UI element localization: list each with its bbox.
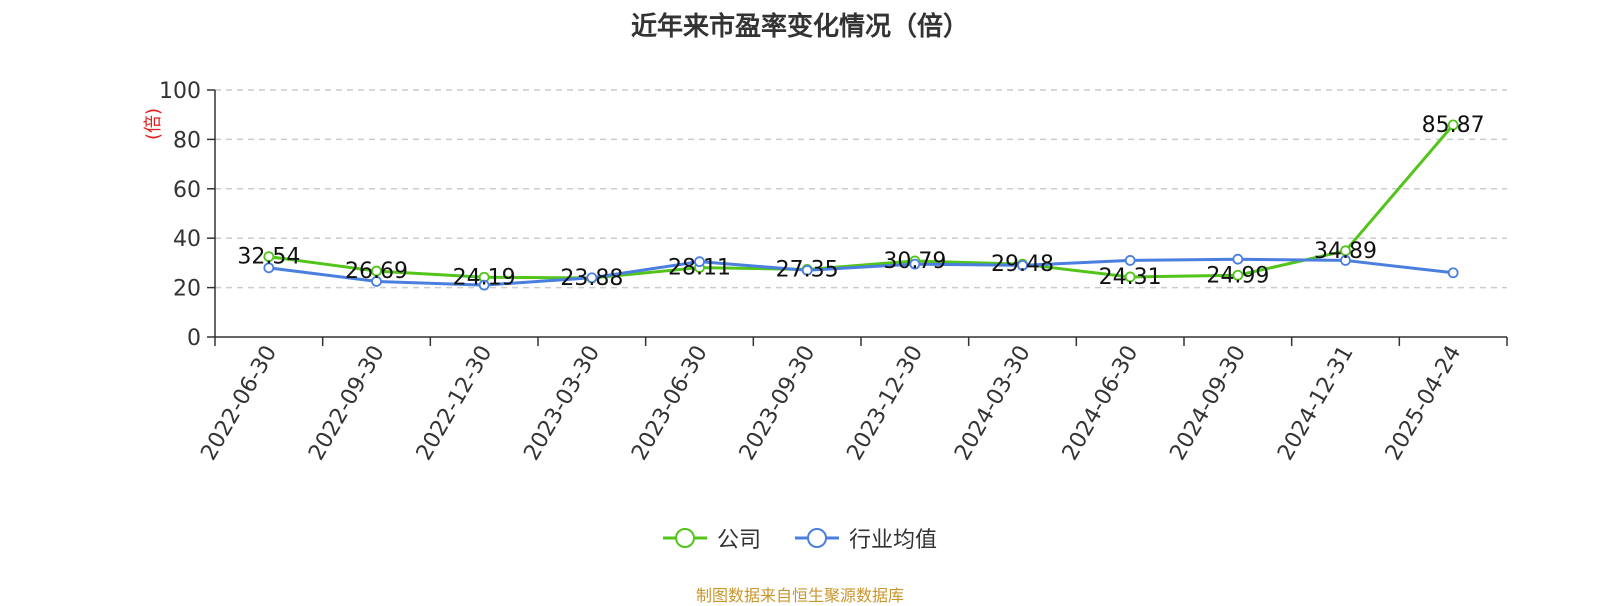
x-tick-label: 2025-04-24: [1381, 342, 1467, 465]
data-point-series-0[interactable]: [1447, 119, 1459, 131]
data-label: 29.48: [991, 252, 1054, 277]
data-label: 85.87: [1422, 113, 1485, 138]
data-point-series-1[interactable]: [909, 258, 921, 270]
data-point-series-0[interactable]: [263, 251, 275, 263]
data-point-series-0[interactable]: [1232, 269, 1244, 281]
data-point-series-1[interactable]: [478, 279, 490, 291]
y-tick-label: 100: [159, 79, 201, 104]
data-label: 26.69: [345, 259, 408, 284]
data-label: 32.54: [237, 245, 300, 270]
data-point-series-0[interactable]: [371, 265, 382, 277]
data-point-series-1[interactable]: [694, 256, 705, 268]
data-point-series-1[interactable]: [1447, 267, 1459, 279]
legend-industry-marker-icon: [795, 528, 839, 548]
series-line-0: [268, 123, 1455, 280]
legend: 公司 行业均值: [0, 522, 1600, 554]
source-note: 制图数据来自恒生聚源数据库: [695, 586, 904, 605]
x-tick-label: 2022-06-30: [196, 342, 282, 465]
data-point-series-1[interactable]: [1232, 253, 1244, 265]
legend-label-company: 公司: [716, 528, 761, 553]
data-point-series-1[interactable]: [1017, 259, 1028, 271]
x-tick-label: 2023-03-30: [519, 342, 605, 465]
x-tick-label: 2022-09-30: [304, 342, 390, 465]
data-label: 30.79: [883, 249, 946, 274]
y-tick-label: 60: [173, 178, 201, 203]
y-tick-label: 80: [173, 128, 201, 153]
x-tick-label: 2023-12-30: [842, 341, 928, 464]
y-tick-label: 0: [187, 326, 201, 351]
series-lines: [263, 119, 1459, 291]
x-tick-label: 2024-06-30: [1058, 342, 1144, 465]
x-tick-label: 2024-12-31: [1273, 342, 1359, 465]
data-label: 24.99: [1206, 263, 1269, 288]
data-label: 24.31: [1099, 265, 1162, 290]
x-tick-label: 2023-06-30: [627, 342, 713, 465]
legend-item-company[interactable]: 公司: [662, 522, 761, 554]
y-axis-label: (倍): [143, 108, 164, 140]
chart-title: 近年来市盈率变化情况（倍）: [630, 12, 969, 42]
data-label: 28.11: [668, 256, 731, 281]
data-point-series-1[interactable]: [586, 272, 598, 284]
y-tick-label: 40: [173, 227, 201, 252]
x-tick-label: 2023-09-30: [735, 342, 821, 465]
data-point-series-0[interactable]: [1124, 271, 1136, 283]
x-tick-label: 2022-12-30: [412, 341, 498, 464]
data-point-series-1[interactable]: [1124, 255, 1136, 266]
y-tick-label: 20: [173, 277, 201, 302]
data-label: 34.89: [1314, 239, 1377, 264]
data-label: 24.19: [453, 265, 516, 290]
data-point-series-1[interactable]: [801, 264, 813, 276]
legend-label-industry-average: 行业均值: [849, 528, 938, 553]
x-tick-label: 2024-03-30: [950, 342, 1036, 465]
legend-company-marker-icon: [662, 528, 707, 548]
data-label: 27.35: [776, 257, 839, 282]
data-point-series-1[interactable]: [263, 262, 275, 274]
data-labels: 32.54 26.69 24.19 23.88 28.11 27.35 30.79 29.48…: [237, 113, 1484, 291]
data-point-series-1[interactable]: [371, 276, 382, 287]
data-point-series-1[interactable]: [1340, 255, 1351, 266]
legend-item-industry-average[interactable]: 行业均值: [795, 522, 937, 554]
series-line-1: [268, 257, 1454, 287]
x-tick-label: 2024-09-30: [1165, 342, 1251, 465]
data-label: 23.88: [560, 266, 623, 291]
